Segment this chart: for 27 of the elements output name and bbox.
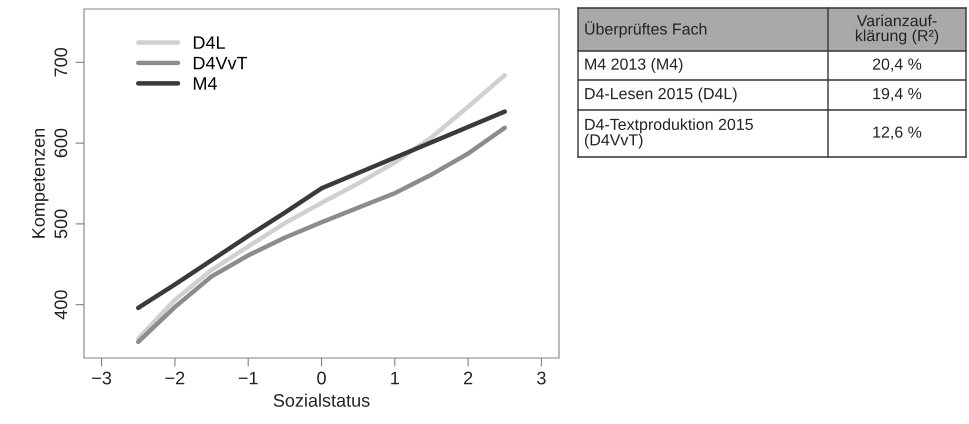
x-tick-label: −3: [92, 372, 112, 384]
y-tick-label: 600: [54, 128, 68, 158]
category-label: D4-Lesen 2015 (D4L): [585, 88, 737, 102]
legend-label: M4: [194, 77, 217, 90]
line-series: [136, 126, 507, 344]
y-tick-label: 500: [54, 210, 68, 238]
x-axis-title: Sozialstatus: [274, 394, 370, 407]
y-tick-label: 400: [54, 290, 68, 320]
legend-label: D4VvT: [194, 56, 248, 70]
text: 19,4 %: [873, 88, 922, 102]
line-series: [136, 73, 507, 341]
x-tick-label: 1: [391, 372, 399, 384]
category-label: D4-Textproduktion 2015 (D4VvT): [584, 118, 753, 149]
x-tick-label: −2: [165, 372, 184, 384]
text: Varianzauf- klärung (R²): [856, 14, 938, 44]
y-axis-title: Kompetenzen: [32, 128, 48, 238]
text: 12,6 %: [873, 126, 922, 140]
x-tick-label: −1: [238, 372, 258, 384]
category-label: M4 2013 (M4): [585, 58, 682, 73]
legend-label: D4L: [194, 36, 225, 49]
y-tick-label: 700: [54, 48, 68, 76]
x-tick-label: 2: [464, 372, 472, 384]
line-series: [136, 109, 507, 310]
text: Überprüftes Fach: [585, 21, 706, 38]
x-tick-label: 0: [317, 372, 326, 384]
text: 20,4 %: [872, 58, 922, 72]
x-tick-label: 3: [537, 372, 546, 384]
